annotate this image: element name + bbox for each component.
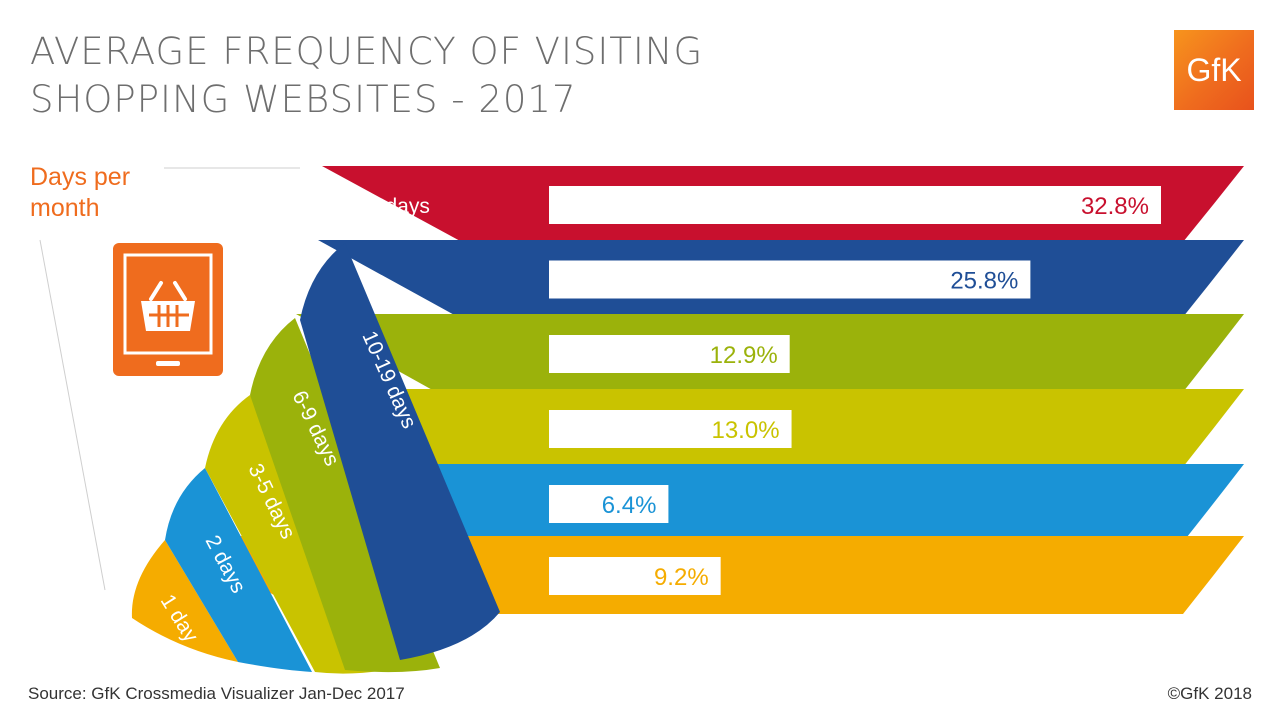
guide-line-left xyxy=(39,239,106,591)
gfk-logo: GfK xyxy=(1174,30,1254,110)
cone-slice-10-19-days xyxy=(300,243,500,660)
bar-2-days xyxy=(549,485,669,523)
data-label-1-day: 9.2% xyxy=(654,564,709,591)
data-label-10-19-days: 25.8% xyxy=(950,268,1018,295)
copyright-note: ©GfK 2018 xyxy=(1167,684,1252,703)
source-note: Source: GfK Crossmedia Visualizer Jan-De… xyxy=(28,684,405,703)
category-label-20-days: 20+ days xyxy=(344,195,430,218)
chart-title: AVERAGE FREQUENCY OF VISITING SHOPPING W… xyxy=(30,28,703,124)
bar-6-9-days xyxy=(549,335,790,373)
title-line-2: SHOPPING WEBSITES - 2017 xyxy=(30,78,577,121)
cone-slice-1-day xyxy=(131,540,238,662)
bar-10-19-days xyxy=(549,260,1031,299)
data-label-3-5-days: 13.0% xyxy=(711,417,779,444)
bar-20-days xyxy=(549,186,1161,224)
logo-text: GfK xyxy=(1186,52,1242,88)
bar-3-5-days xyxy=(549,410,792,448)
bar-1-day xyxy=(549,557,721,595)
data-label-20-days: 32.8% xyxy=(1081,193,1149,220)
tablet-shopping-basket-icon xyxy=(113,243,223,376)
bar-band-2-days xyxy=(212,464,1244,542)
cone-slice-2-days xyxy=(165,468,312,672)
data-label-2-days: 6.4% xyxy=(602,492,657,519)
data-label-6-9-days: 12.9% xyxy=(710,342,778,369)
legend-title: Days per month xyxy=(30,163,131,222)
title-line-1: AVERAGE FREQUENCY OF VISITING xyxy=(30,30,704,73)
